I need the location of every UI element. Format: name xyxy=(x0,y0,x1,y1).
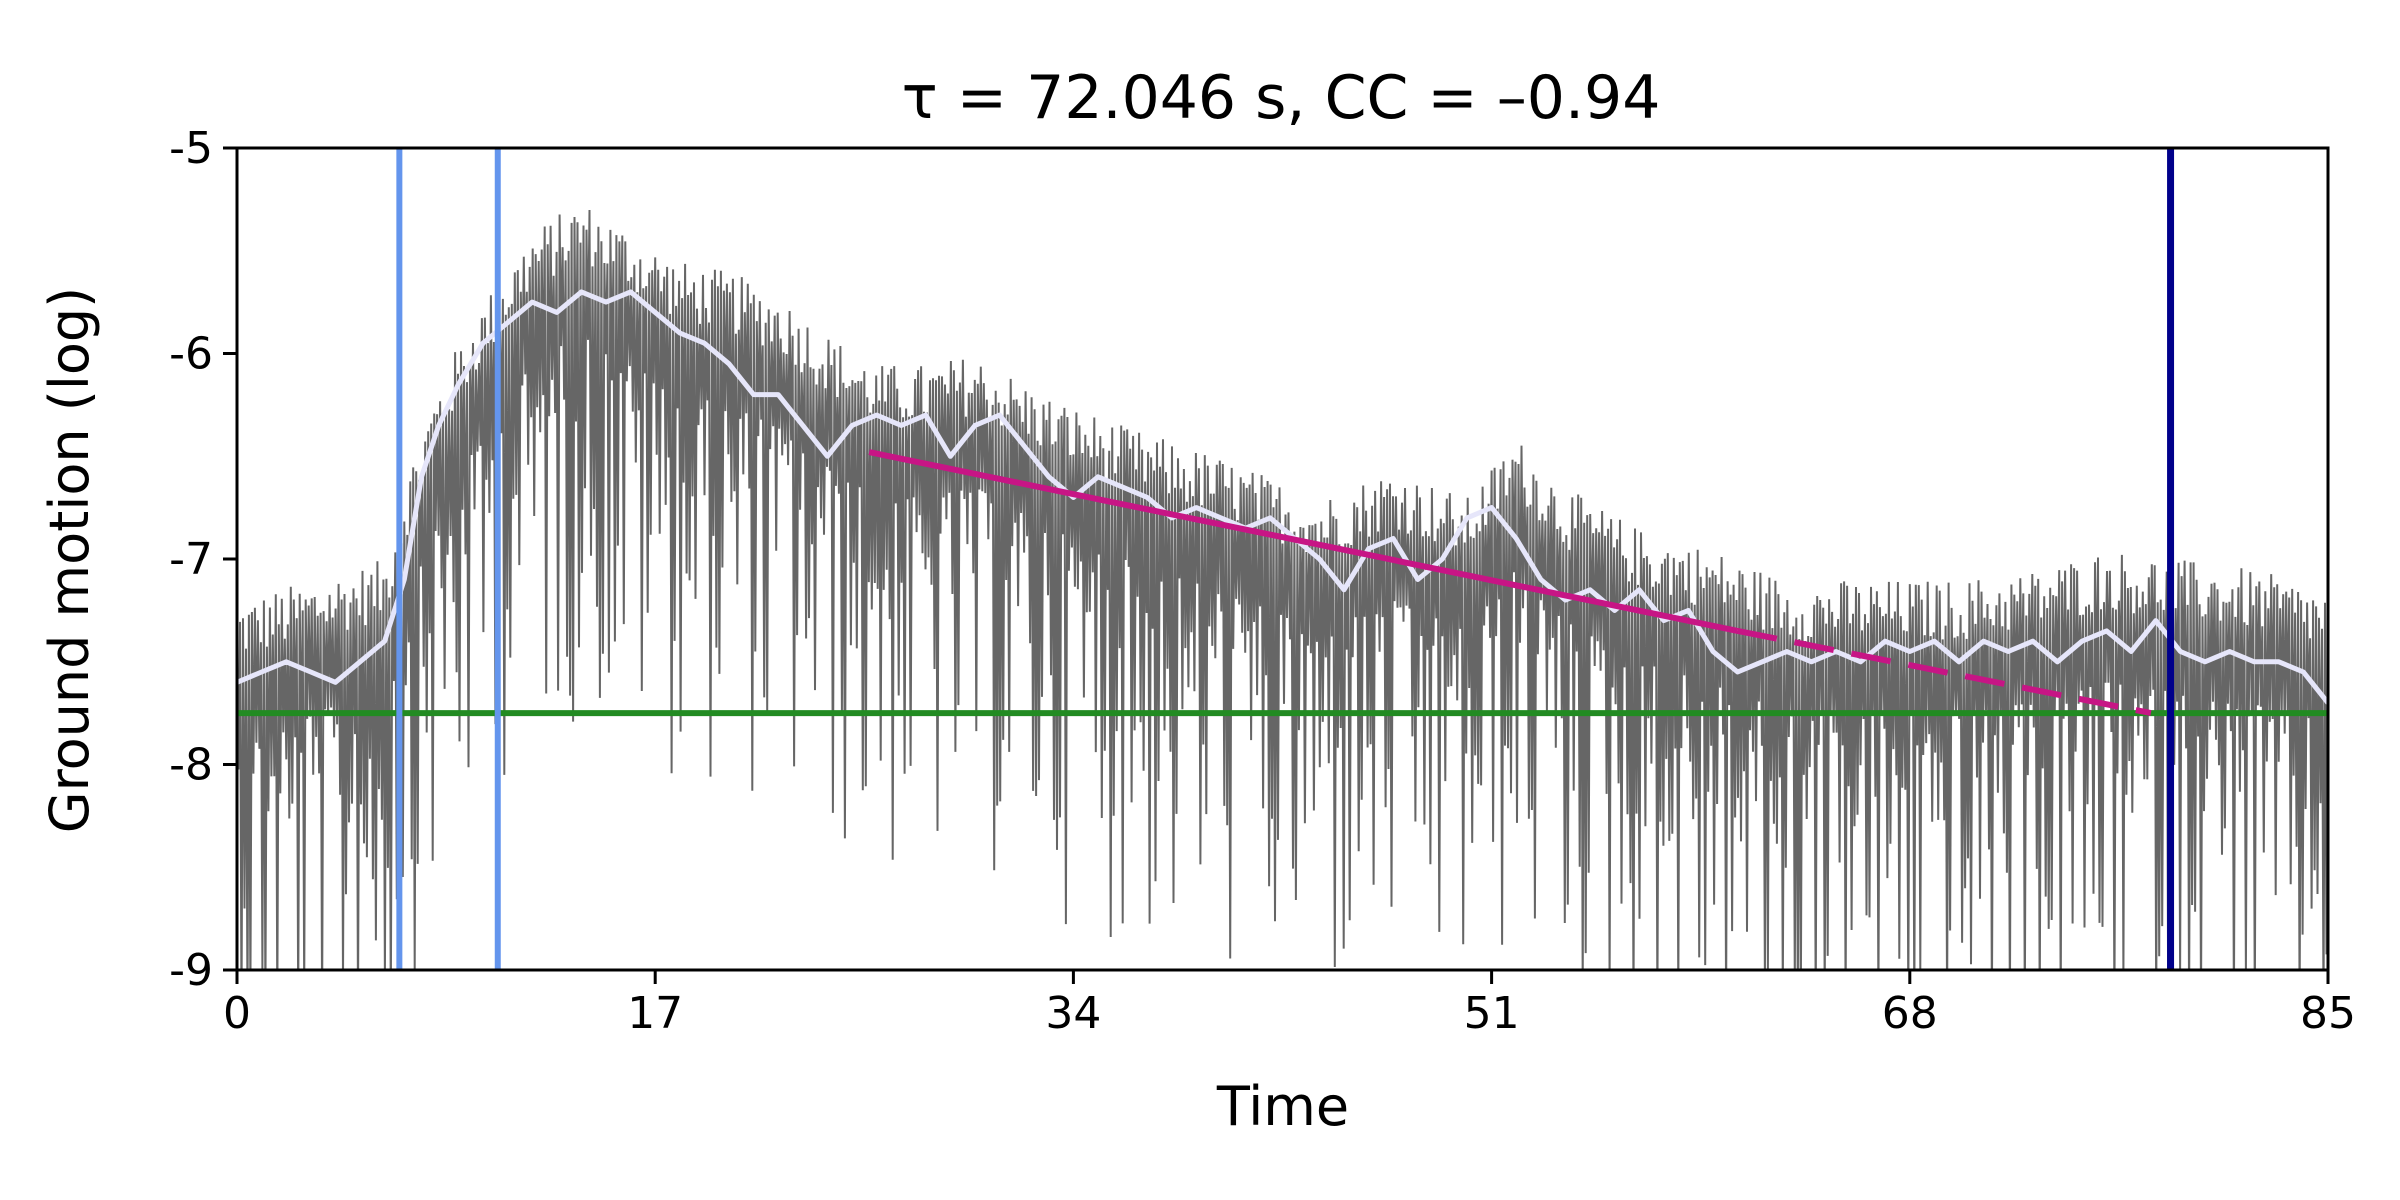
y-axis-ticks: -9 -8 -7 -6 -5 xyxy=(169,123,237,996)
x-axis-ticks: 0 17 34 51 68 85 xyxy=(223,970,2356,1039)
x-axis-label: Time xyxy=(1216,1075,1349,1138)
y-tick-label: -6 xyxy=(169,329,213,380)
x-tick-label: 0 xyxy=(223,988,251,1039)
raw-signal-line xyxy=(237,209,2328,970)
y-tick-label: -8 xyxy=(169,740,213,791)
x-tick-label: 17 xyxy=(627,988,683,1039)
decay-fit-extrapolated-line xyxy=(1737,627,2152,717)
smoothed-envelope-line xyxy=(237,289,2328,705)
x-tick-label: 51 xyxy=(1464,988,1520,1039)
y-tick-label: -7 xyxy=(169,534,213,585)
y-tick-label: -5 xyxy=(169,123,213,174)
x-tick-label: 34 xyxy=(1045,988,1101,1039)
chart-title: τ = 72.046 s, CC = –0.94 xyxy=(902,63,1661,133)
decay-fit-line xyxy=(868,449,1739,634)
x-tick-label: 68 xyxy=(1882,988,1938,1039)
y-tick-label: -9 xyxy=(169,945,213,996)
x-tick-label: 85 xyxy=(2300,988,2356,1039)
y-axis-label: Ground motion (log) xyxy=(38,287,101,834)
plot-area xyxy=(237,148,2328,970)
plot-frame xyxy=(235,146,2330,972)
